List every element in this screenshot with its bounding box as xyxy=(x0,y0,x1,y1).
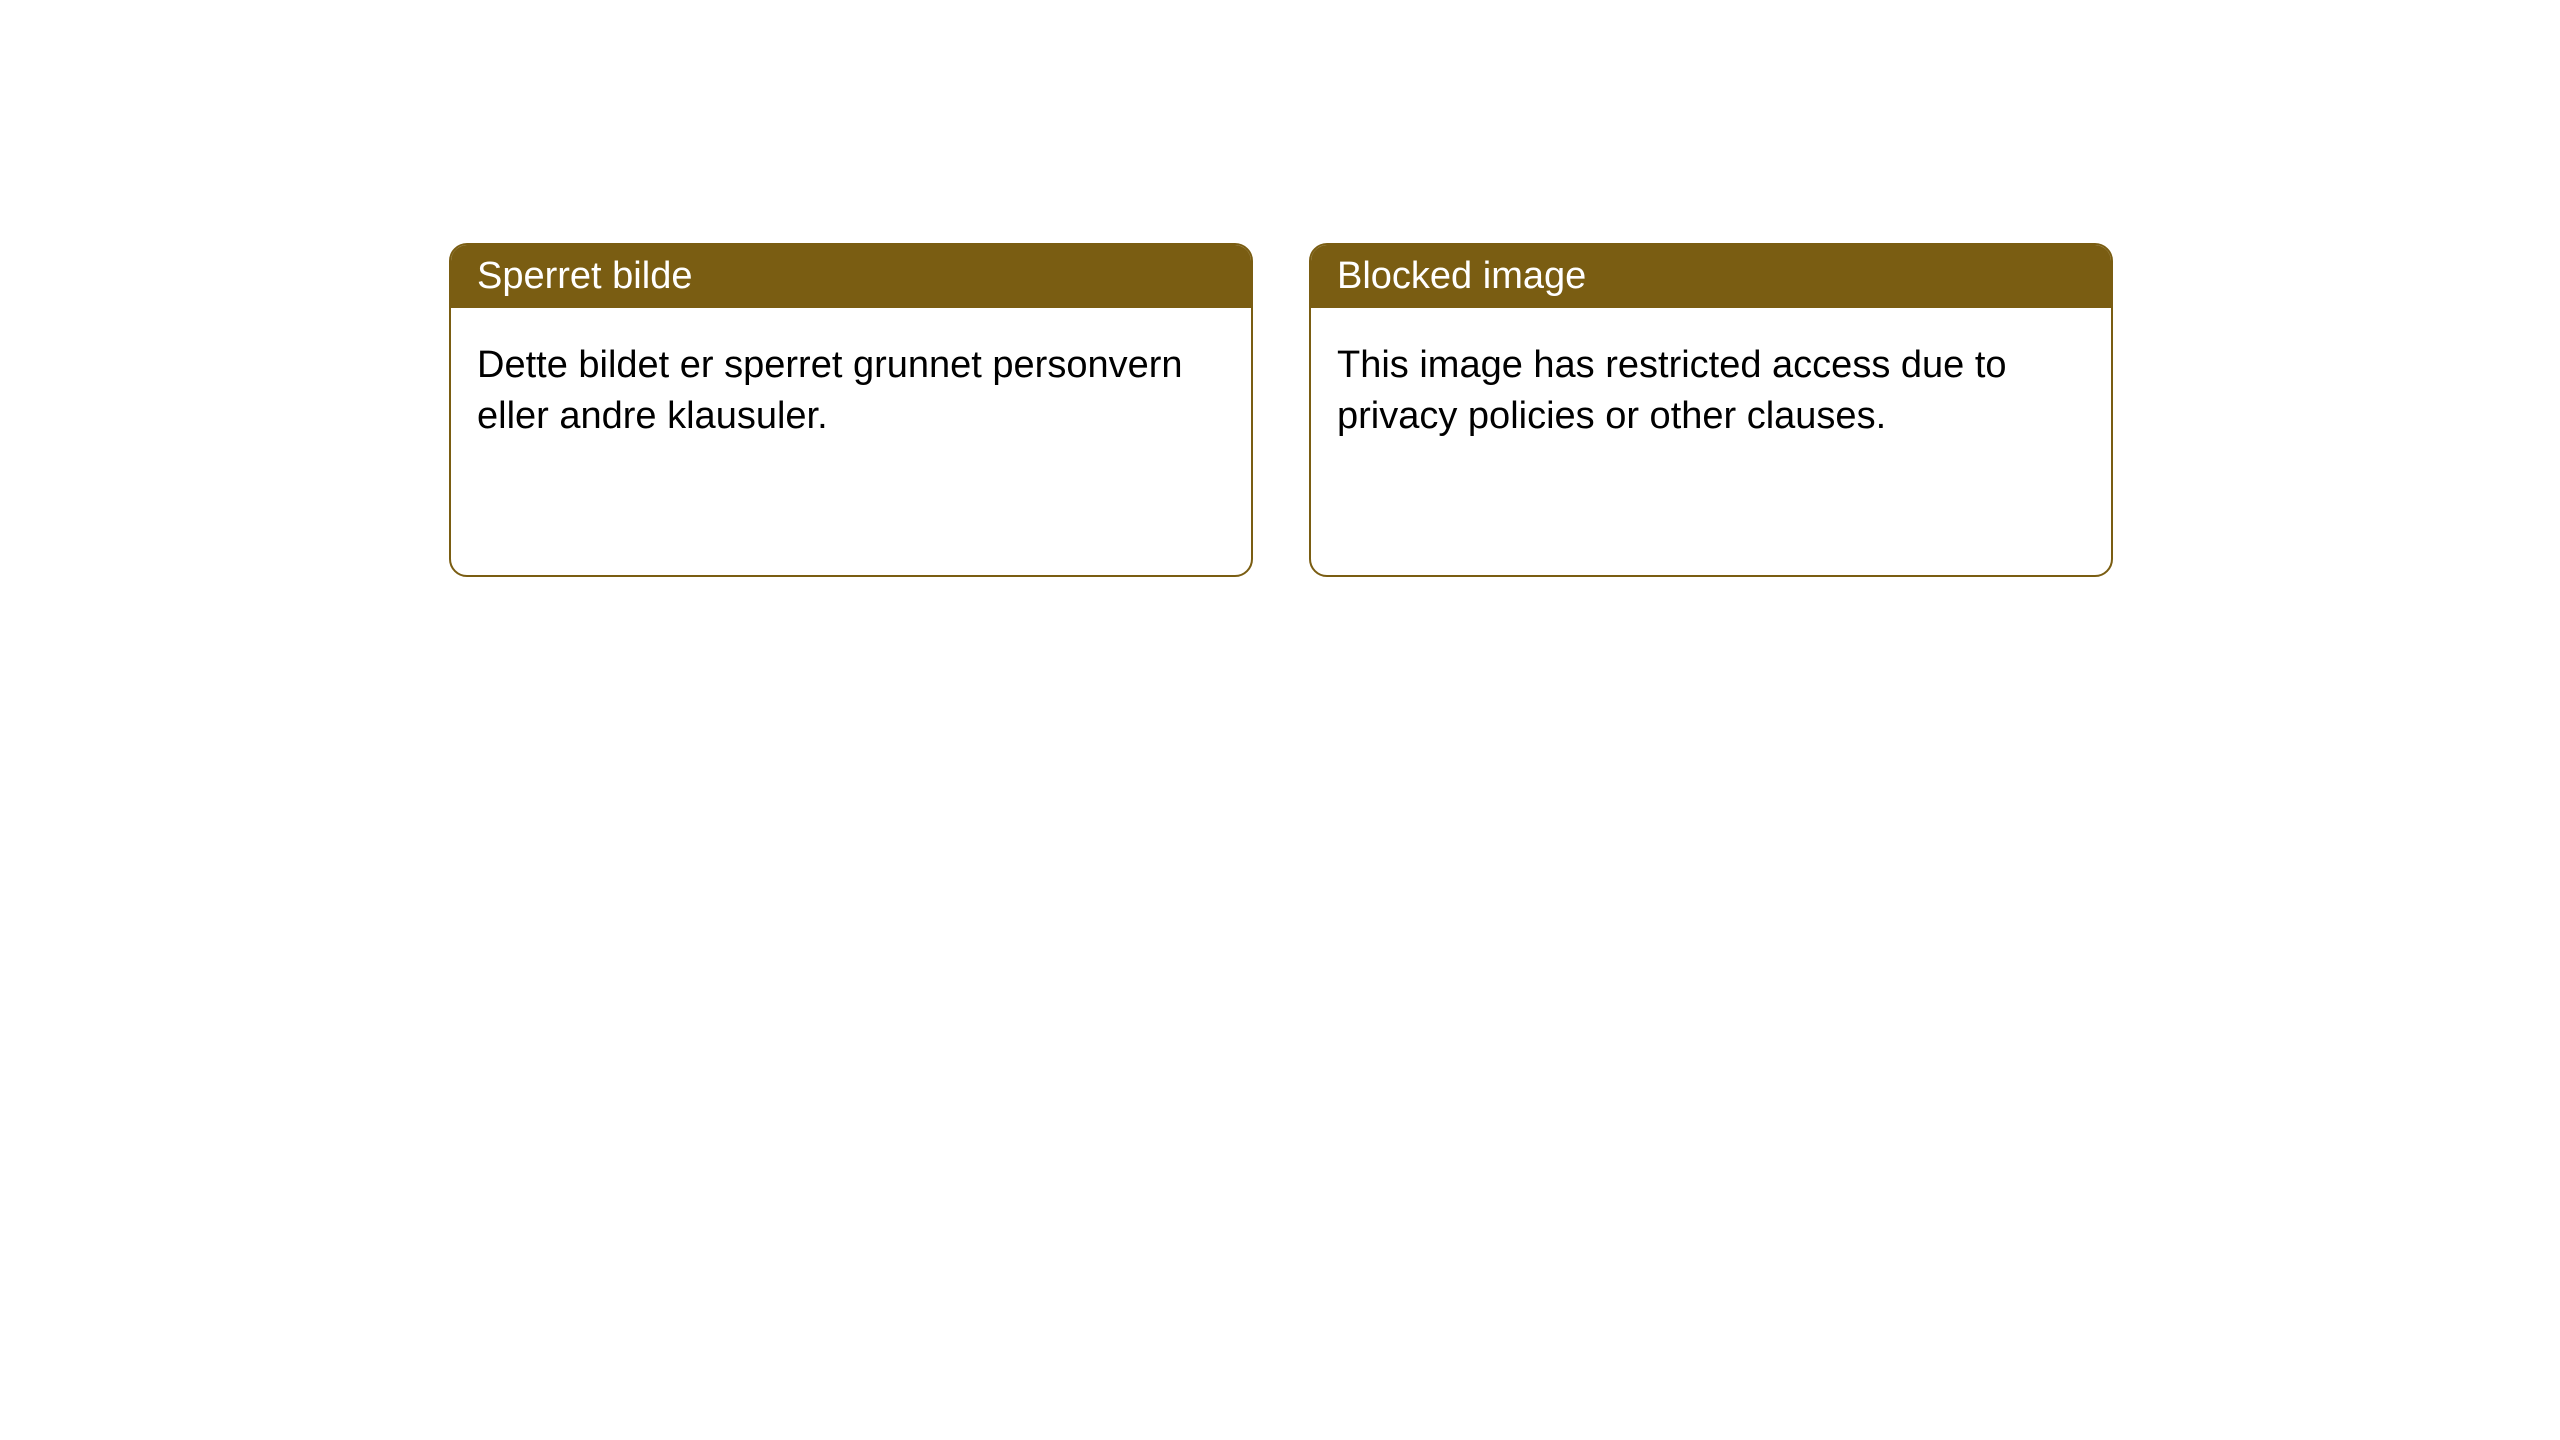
notice-card-norwegian: Sperret bilde Dette bildet er sperret gr… xyxy=(449,243,1253,577)
card-body-text: This image has restricted access due to … xyxy=(1311,308,2111,475)
card-body-text: Dette bildet er sperret grunnet personve… xyxy=(451,308,1251,475)
notice-container: Sperret bilde Dette bildet er sperret gr… xyxy=(0,0,2560,577)
card-title: Blocked image xyxy=(1311,245,2111,308)
notice-card-english: Blocked image This image has restricted … xyxy=(1309,243,2113,577)
card-title: Sperret bilde xyxy=(451,245,1251,308)
